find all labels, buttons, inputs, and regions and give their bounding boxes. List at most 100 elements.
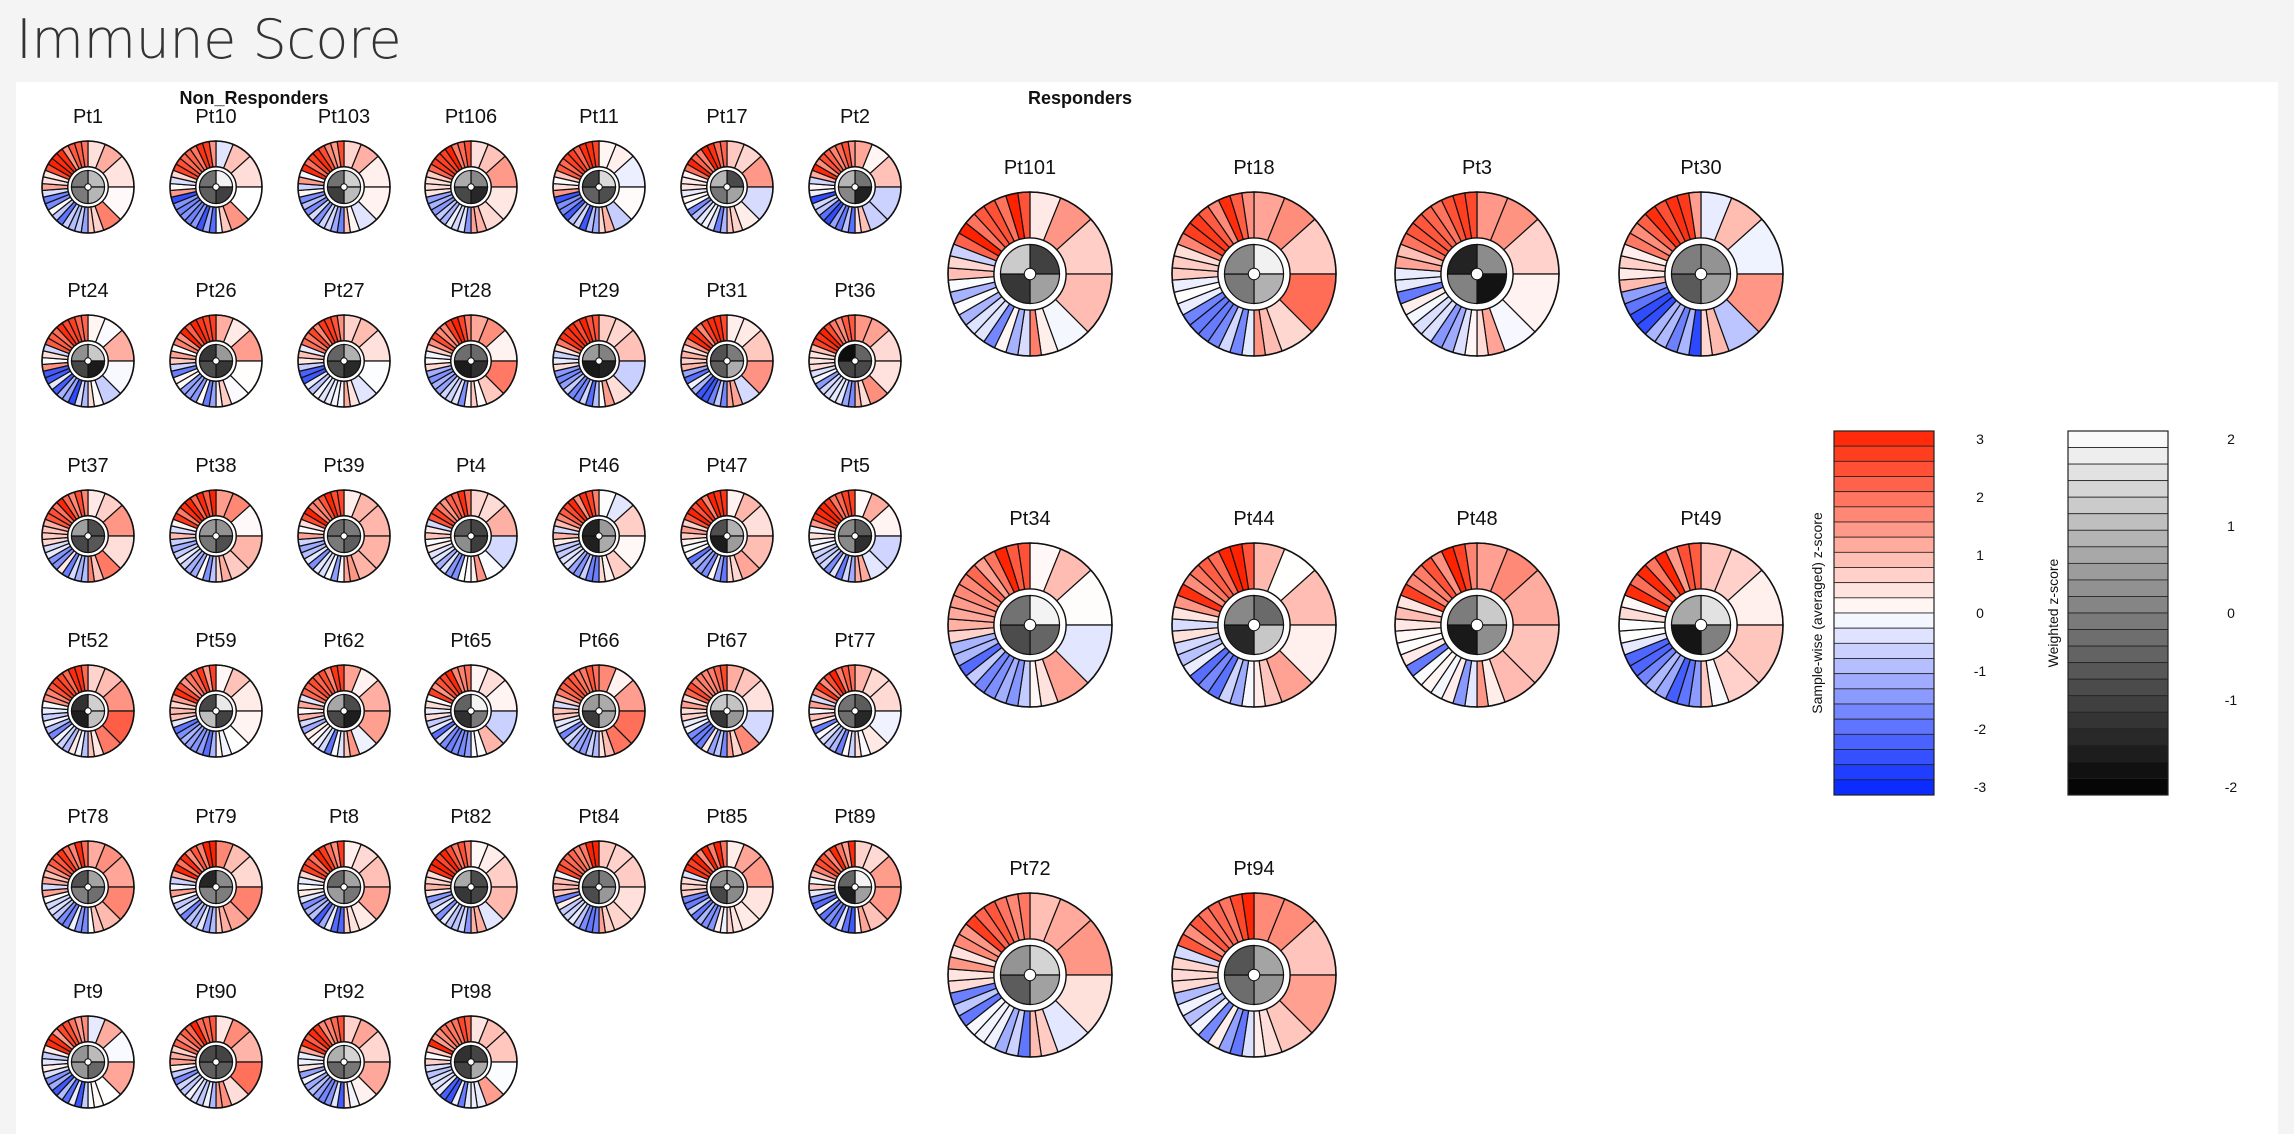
wheel-Pt37-outline <box>41 489 135 583</box>
wheel-Pt98-center-dot <box>467 1058 475 1066</box>
wheel-Pt84: Pt84 <box>552 806 646 934</box>
wheel-Pt62: Pt62 <box>297 630 391 758</box>
wheel-Pt46: Pt46 <box>552 455 646 583</box>
wheel-Pt84-center-dot <box>595 883 603 891</box>
wheel-Pt72-center-dot <box>1023 968 1037 982</box>
wheel-Pt5-center-dot <box>851 532 859 540</box>
wheel-Pt66-center-dot <box>595 707 603 715</box>
patient-label: Pt8 <box>329 806 359 828</box>
legend-z-tick: 2 <box>1976 489 1984 505</box>
wheel-Pt67-center-dot <box>723 707 731 715</box>
patient-label: Pt4 <box>456 455 486 477</box>
patient-label: Pt26 <box>195 280 236 302</box>
patient-label: Pt59 <box>195 630 236 652</box>
wheel-Pt31-outline <box>680 314 774 408</box>
wheel-Pt36: Pt36 <box>808 280 902 408</box>
wheel-Pt82-outline <box>424 840 518 934</box>
legend-z-swatch <box>1833 521 1935 538</box>
wheel-Pt39: Pt39 <box>297 455 391 583</box>
legend-weighted-tick: 2 <box>2227 431 2235 447</box>
wheel-Pt44-outline <box>1171 542 1337 708</box>
legend-z-swatch <box>1833 703 1935 720</box>
legend-weighted-tick: 0 <box>2227 605 2235 621</box>
legend-z-swatch <box>1833 779 1935 796</box>
patient-label: Pt44 <box>1233 508 1274 530</box>
patient-label: Pt18 <box>1233 157 1274 179</box>
legend-weighted-swatch <box>2067 529 2169 548</box>
patient-label: Pt84 <box>578 806 619 828</box>
legend-weighted-tick: -1 <box>2225 692 2238 708</box>
wheel-Pt9-outline <box>41 1015 135 1109</box>
patient-label: Pt89 <box>834 806 875 828</box>
wheel-Pt62-outline <box>297 664 391 758</box>
legend-z-swatch <box>1833 582 1935 599</box>
wheel-Pt29-center-dot <box>595 357 603 365</box>
wheel-Pt65-center-dot <box>467 707 475 715</box>
wheel-Pt103-center-dot <box>340 183 348 191</box>
patient-label: Pt52 <box>67 630 108 652</box>
legend-weighted-swatch <box>2067 778 2169 796</box>
wheel-Pt48-center-dot <box>1470 618 1484 632</box>
wheel-Pt47-outline <box>680 489 774 583</box>
wheel-Pt31: Pt31 <box>680 280 774 408</box>
patient-label: Pt77 <box>834 630 875 652</box>
legend-z-swatch <box>1833 476 1935 493</box>
wheel-Pt4: Pt4 <box>424 455 518 583</box>
wheel-Pt3-outline <box>1394 191 1560 357</box>
wheel-Pt90-center-dot <box>212 1058 220 1066</box>
wheel-Pt28-outline <box>424 314 518 408</box>
wheel-Pt11-outline <box>552 140 646 234</box>
legend-z-swatch <box>1833 430 1935 447</box>
patient-label: Pt106 <box>445 106 497 128</box>
wheel-Pt101: Pt101 <box>947 157 1113 357</box>
legend-weighted-border <box>2067 430 2169 796</box>
wheel-Pt24-outline <box>41 314 135 408</box>
wheel-Pt106: Pt106 <box>424 106 518 234</box>
legend-weighted-swatch <box>2067 496 2169 515</box>
patient-label: Pt46 <box>578 455 619 477</box>
wheel-Pt8: Pt8 <box>297 806 391 934</box>
legend-weighted-swatch <box>2067 480 2169 498</box>
patient-label: Pt11 <box>579 106 619 128</box>
patient-label: Pt31 <box>706 280 747 302</box>
patient-label: Pt5 <box>840 455 870 477</box>
legend-z-swatch <box>1833 673 1935 690</box>
patient-label: Pt65 <box>450 630 491 652</box>
wheel-Pt85-outline <box>680 840 774 934</box>
wheel-Pt2: Pt2 <box>808 106 902 234</box>
patient-label: Pt92 <box>323 981 364 1003</box>
figure-panel: Non_Responders Responders Pt1 Pt10 Pt103 Pt10… <box>16 82 2278 1134</box>
wheel-Pt1-outline <box>41 140 135 234</box>
wheel-Pt85-center-dot <box>723 883 731 891</box>
legend-weighted-swatch <box>2067 645 2169 664</box>
legend-z-tick: 1 <box>1976 547 1984 563</box>
wheel-Pt2-outline <box>808 140 902 234</box>
patient-label: Pt30 <box>1680 157 1721 179</box>
wheel-Pt9: Pt9 <box>41 981 135 1109</box>
wheel-Pt65: Pt65 <box>424 630 518 758</box>
patient-label: Pt98 <box>450 981 491 1003</box>
legend-z-swatch <box>1833 491 1935 508</box>
legend-z-swatch <box>1833 749 1935 766</box>
page-title: Immune Score <box>16 8 402 71</box>
wheel-Pt79: Pt79 <box>169 806 263 934</box>
wheel-Pt82-center-dot <box>467 883 475 891</box>
wheel-Pt29-outline <box>552 314 646 408</box>
patient-label: Pt29 <box>578 280 619 302</box>
wheel-Pt11-center-dot <box>595 183 603 191</box>
legend-z-title: Sample-wise (averaged) z-score <box>1809 512 1825 714</box>
wheel-Pt34: Pt34 <box>947 508 1113 708</box>
wheel-Pt52-outline <box>41 664 135 758</box>
wheel-Pt2-center-dot <box>851 183 859 191</box>
patient-label: Pt79 <box>195 806 236 828</box>
wheel-Pt98-outline <box>424 1015 518 1109</box>
patient-label: Pt27 <box>323 280 364 302</box>
wheel-Pt10: Pt10 <box>169 106 263 234</box>
legend-weighted-swatch <box>2067 447 2169 465</box>
legend-z-swatch <box>1833 460 1935 477</box>
patient-label: Pt78 <box>67 806 108 828</box>
wheel-Pt59: Pt59 <box>169 630 263 758</box>
legend-z-swatch <box>1833 597 1935 614</box>
wheel-Pt98: Pt98 <box>424 981 518 1109</box>
wheel-Pt5: Pt5 <box>808 455 902 583</box>
